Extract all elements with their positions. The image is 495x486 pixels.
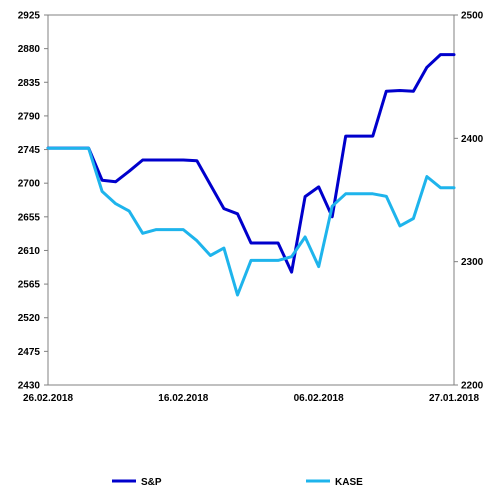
legend: S&P KASE [112, 477, 363, 486]
left-tick-label: 2610 [18, 246, 41, 257]
left-tick-label: 2520 [18, 313, 41, 324]
left-tick-label: 2745 [18, 145, 41, 156]
x-tick-label: 16.02.2018 [158, 393, 208, 404]
left-tick-label: 2565 [18, 280, 41, 291]
legend-label-kase: KASE [335, 477, 363, 486]
left-tick-label: 2835 [18, 78, 41, 89]
left-tick-label: 2655 [18, 212, 41, 223]
left-tick-label: 2475 [18, 347, 41, 358]
left-tick-label: 2790 [18, 111, 41, 122]
left-tick-label: 2430 [18, 381, 41, 392]
right-axis-ticks: 2200 2300 2400 2500 [454, 11, 484, 392]
series-layer [46, 53, 456, 297]
right-tick-label: 2400 [461, 134, 484, 145]
left-tick-label: 2700 [18, 179, 41, 190]
x-tick-label: 27.01.2018 [429, 393, 479, 404]
left-axis-ticks: 2430 2475 2520 2565 2610 2655 2700 2745 2790 2835… [18, 11, 48, 392]
x-axis-ticks: 26.02.2018 16.02.2018 06.02.2018 27.01.2018 [23, 393, 479, 404]
plot-area [47, 14, 455, 386]
left-tick-label: 2925 [18, 11, 41, 22]
right-tick-label: 2200 [461, 381, 484, 392]
series-line-s-p [46, 53, 456, 274]
right-tick-label: 2500 [461, 11, 484, 22]
legend-label-sp: S&P [141, 477, 162, 486]
series-line-kase [46, 146, 456, 297]
x-tick-label: 26.02.2018 [23, 393, 73, 404]
right-tick-label: 2300 [461, 257, 484, 268]
x-tick-label: 06.02.2018 [294, 393, 344, 404]
left-tick-label: 2880 [18, 44, 41, 55]
